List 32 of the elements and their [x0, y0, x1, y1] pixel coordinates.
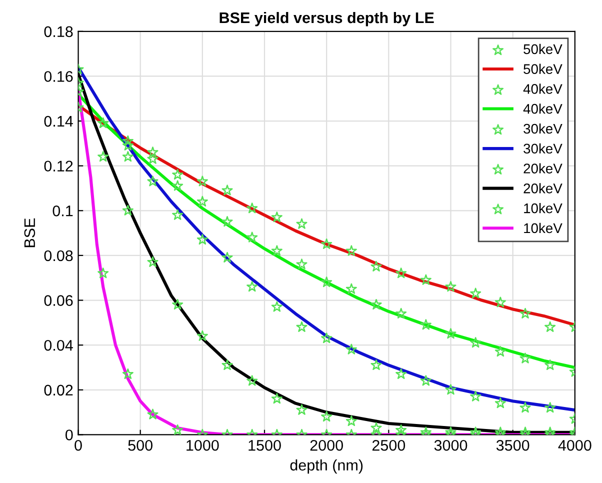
- x-tick-label: 2500: [372, 440, 406, 451]
- legend-label: 30keV: [524, 143, 562, 154]
- y-tick-label: 0.04: [44, 340, 73, 351]
- y-tick-label: 0.02: [44, 384, 73, 396]
- x-tick-label: 4000: [558, 440, 592, 451]
- legend-label: 40keV: [523, 104, 562, 114]
- y-tick-label: 0.08: [44, 250, 73, 262]
- x-tick-label: 1000: [186, 440, 219, 451]
- legend-label: 30keV: [524, 123, 562, 134]
- legend-label: 40keV: [523, 84, 562, 94]
- legend-label: 20keV: [524, 163, 562, 174]
- y-tick-label: 0.16: [44, 71, 73, 82]
- y-axis-title: BSE: [24, 218, 36, 248]
- y-tick-label: 0: [66, 430, 73, 440]
- legend-label: 10keV: [524, 222, 562, 234]
- y-tick-label: 0.1: [52, 206, 73, 216]
- x-tick-label: 500: [128, 440, 152, 451]
- x-tick-label: 3000: [434, 440, 468, 451]
- chart-title: BSE yield versus depth by LE: [220, 12, 434, 26]
- x-axis-title: depth (nm): [290, 459, 363, 474]
- legend-label: 20keV: [524, 183, 562, 194]
- x-tick-label: 2000: [310, 440, 343, 451]
- y-tick-label: 0.18: [44, 26, 73, 38]
- x-tick-label: 0: [74, 440, 82, 451]
- x-tick-label: 3500: [496, 440, 530, 451]
- y-tick-label: 0.14: [44, 116, 73, 127]
- legend-label: 50keV: [524, 44, 562, 54]
- legend-label: 10keV: [524, 203, 562, 214]
- y-tick-label: 0.06: [44, 295, 73, 306]
- legend-label: 50keV: [524, 64, 562, 74]
- y-tick-label: 0.12: [44, 160, 73, 172]
- x-tick-label: 1500: [248, 440, 281, 451]
